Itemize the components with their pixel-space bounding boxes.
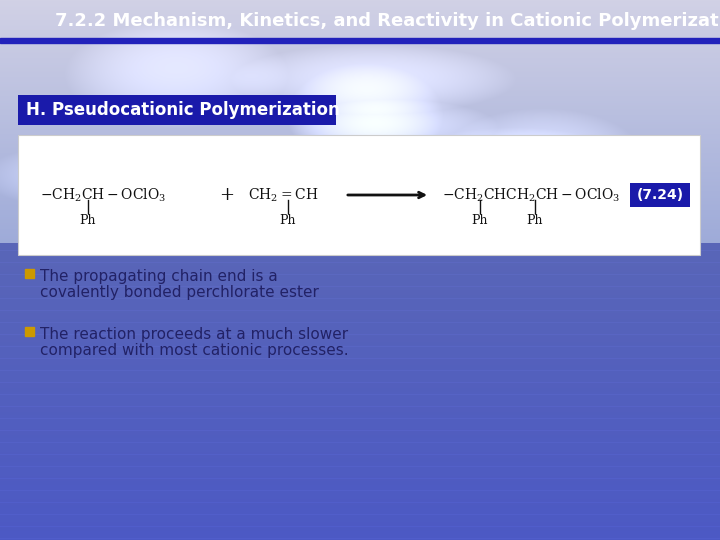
Text: (7.24): (7.24) <box>636 188 683 202</box>
Text: Ph: Ph <box>80 213 96 226</box>
Text: H. Pseudocationic Polymerization: H. Pseudocationic Polymerization <box>26 101 340 119</box>
Bar <box>25 327 34 336</box>
Bar <box>0 38 720 43</box>
Text: $\mathdefault{-CH_2CHCH_2CH-OClO_3}$: $\mathdefault{-CH_2CHCH_2CH-OClO_3}$ <box>442 186 621 204</box>
Text: Ph: Ph <box>527 213 544 226</box>
Text: 7.2.2 Mechanism, Kinetics, and Reactivity in Cationic Polymerization: 7.2.2 Mechanism, Kinetics, and Reactivit… <box>55 12 720 30</box>
Text: Ph: Ph <box>280 213 296 226</box>
Text: +: + <box>220 186 235 204</box>
Text: Ph: Ph <box>472 213 488 226</box>
FancyBboxPatch shape <box>630 183 690 207</box>
Text: covalently bonded perchlorate ester: covalently bonded perchlorate ester <box>40 285 319 300</box>
Bar <box>25 269 34 278</box>
FancyBboxPatch shape <box>18 135 700 255</box>
FancyBboxPatch shape <box>18 95 336 125</box>
Text: The reaction proceeds at a much slower: The reaction proceeds at a much slower <box>40 327 348 342</box>
Text: The propagating chain end is a: The propagating chain end is a <box>40 269 278 284</box>
Text: $\mathdefault{-CH_2CH-OClO_3}$: $\mathdefault{-CH_2CH-OClO_3}$ <box>40 186 166 204</box>
Text: compared with most cationic processes.: compared with most cationic processes. <box>40 343 348 358</box>
Text: $\mathdefault{CH_2{=}CH}$: $\mathdefault{CH_2{=}CH}$ <box>248 186 318 204</box>
